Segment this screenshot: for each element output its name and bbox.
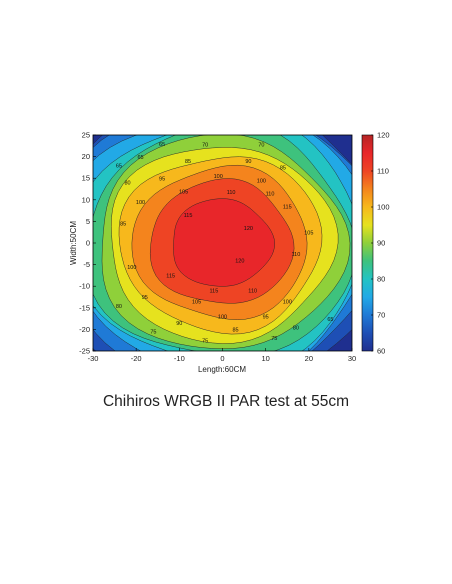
contour-label-4: 85 [185, 159, 191, 165]
colorbar-tick-label-120: 120 [377, 131, 390, 140]
x-tick-label-30: 30 [348, 354, 356, 363]
y-axis: -25 -20 -15 -10 -5 0 5 10 15 20 25 [79, 131, 96, 356]
contour-label-13: 110 [227, 190, 236, 196]
contour-label-5: 90 [245, 159, 251, 165]
contour-label-9: 95 [159, 176, 165, 182]
contour-label-1: 70 [202, 143, 208, 149]
x-tick-label-20: 20 [305, 354, 313, 363]
contour-label-7: 80 [124, 181, 130, 187]
contour-band-115 [173, 198, 275, 287]
contour-label-32: 95 [263, 315, 269, 321]
contour-label-39: 65 [327, 317, 333, 323]
colorbar-tick-label-100: 100 [377, 203, 390, 212]
colorbar-tick-label-60: 60 [377, 347, 385, 356]
x-axis-label: Length:60CM [198, 365, 246, 374]
contour-label-15: 100 [136, 200, 145, 206]
y-tick-label-5: 5 [86, 217, 90, 226]
contour-label-36: 85 [232, 328, 238, 334]
contour-label-11: 100 [257, 179, 266, 185]
x-tick-label--20: -20 [131, 354, 142, 363]
contour-bands [93, 135, 352, 351]
y-tick-label-25: 25 [82, 131, 90, 140]
y-tick-label-0: 0 [86, 239, 90, 248]
contour-label-29: 100 [283, 300, 292, 306]
contour-label-25: 115 [210, 289, 219, 295]
contour-label-18: 105 [304, 230, 313, 236]
y-tick-label--15: -15 [79, 303, 90, 312]
contour-label-16: 115 [184, 213, 193, 219]
contour-label-19: 85 [120, 222, 126, 228]
contour-label-6: 65 [116, 163, 122, 169]
contour-label-8: 85 [280, 166, 286, 172]
contour-label-38: 75 [271, 336, 277, 342]
y-tick-label--10: -10 [79, 282, 90, 291]
x-axis: -30 -20 -10 0 10 20 30 [88, 348, 356, 363]
colorbar-tick-label-70: 70 [377, 311, 385, 320]
contour-label-22: 110 [292, 252, 301, 258]
contour-label-28: 105 [192, 300, 201, 306]
contour-label-34: 80 [293, 325, 299, 331]
contour-label-27: 95 [142, 295, 148, 301]
y-tick-label--20: -20 [79, 325, 90, 334]
contour-label-10: 100 [214, 174, 223, 180]
y-tick-label-10: 10 [82, 195, 90, 204]
contour-label-37: 75 [202, 338, 208, 344]
contour-label-26: 110 [248, 289, 257, 295]
contour-label-17: 115 [283, 204, 292, 210]
figure-caption: Chihiros WRGB II PAR test at 55cm [102, 393, 350, 410]
x-tick-label-10: 10 [261, 354, 269, 363]
colorbar: 60 70 80 90 100 110 120 [361, 131, 390, 356]
colorbar-tick-label-110: 110 [377, 167, 389, 176]
contour-label-3: 65 [137, 155, 143, 161]
contour-label-30: 80 [116, 304, 122, 310]
contour-label-14: 110 [266, 192, 275, 198]
x-tick-label-0: 0 [220, 354, 224, 363]
contour-labels: 65 70 70 65 85 90 65 80 85 95 100 100 105 110 110 100 11… [116, 142, 334, 345]
contour-label-21: 120 [235, 258, 244, 264]
y-tick-label-15: 15 [82, 174, 90, 183]
colorbar-tick-label-80: 80 [377, 275, 385, 284]
x-tick-label--30: -30 [88, 354, 99, 363]
contour-label-33: 90 [176, 321, 182, 327]
contour-label-24: 115 [166, 274, 175, 280]
contour-label-31: 100 [218, 315, 227, 321]
contour-label-0: 65 [159, 142, 165, 148]
contour-label-23: 100 [127, 265, 136, 271]
contour-label-2: 70 [258, 143, 264, 149]
colorbar-tick-label-90: 90 [377, 239, 385, 248]
contour-label-12: 105 [179, 189, 188, 195]
y-tick-label--5: -5 [83, 260, 90, 269]
contour-label-20: 120 [244, 226, 253, 232]
y-tick-label-20: 20 [82, 152, 90, 161]
x-tick-label--10: -10 [174, 354, 185, 363]
y-axis-label: Width:50CM [69, 221, 78, 265]
contour-label-35: 75 [150, 330, 156, 336]
y-tick-label--25: -25 [79, 347, 90, 356]
